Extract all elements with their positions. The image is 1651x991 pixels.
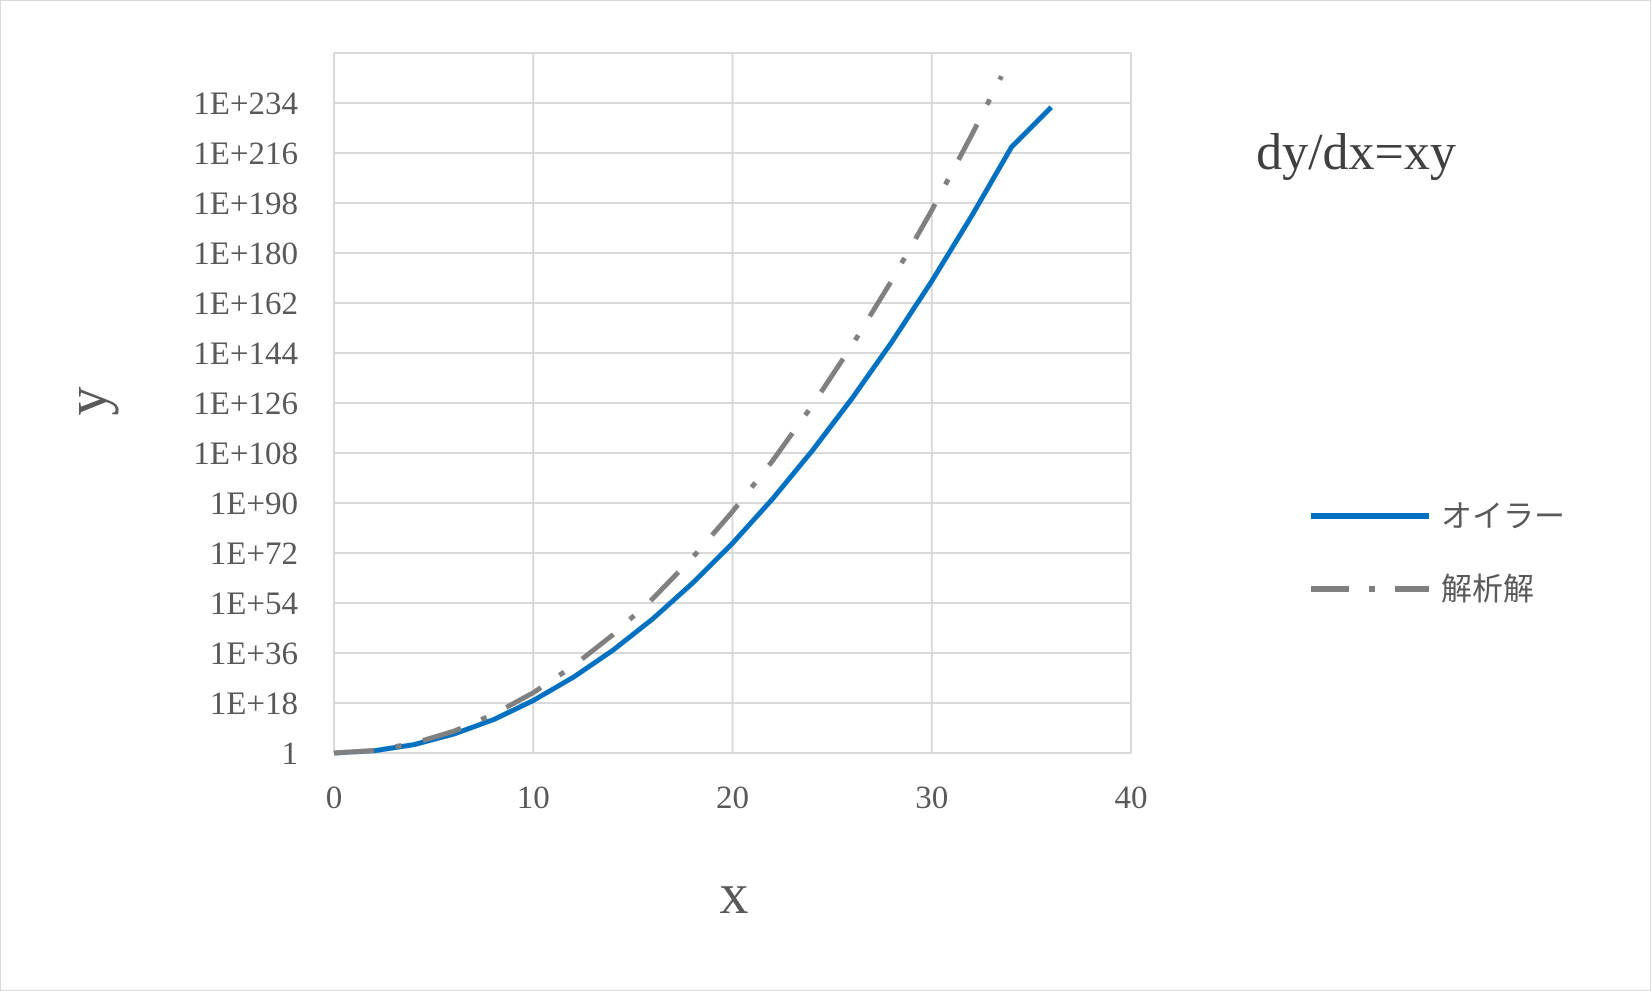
legend-label-2: 解析解 [1441, 572, 1534, 608]
x-tick-label: 10 [517, 780, 550, 816]
y-tick-label: 1E+54 [210, 586, 298, 622]
x-tick-label: 0 [326, 780, 343, 816]
y-tick-label: 1E+162 [193, 286, 298, 322]
y-tick-label: 1E+90 [210, 486, 298, 522]
series-line-1 [333, 105, 1054, 756]
y-tick-label: 1E+72 [210, 536, 298, 572]
y-tick-label: 1E+234 [193, 86, 298, 122]
x-axis-title: x [720, 861, 749, 926]
series-layer [333, 74, 1054, 756]
equation-annotation: dy/dx=xy [1256, 124, 1456, 181]
x-tick-label: 20 [716, 780, 749, 816]
y-axis-title: y [54, 387, 119, 416]
y-tick-label: 1E+180 [193, 236, 298, 272]
y-tick-label: 1E+18 [210, 686, 298, 722]
y-tick-label: 1 [282, 736, 299, 772]
x-tick-label: 30 [915, 780, 948, 816]
y-tick-label: 1E+216 [193, 136, 298, 172]
series-line-2 [333, 74, 1004, 756]
legend-label-1: オイラー [1441, 499, 1565, 535]
y-tick-label: 1E+198 [193, 186, 298, 222]
y-tick-label: 1E+36 [210, 636, 298, 672]
y-tick-label: 1E+126 [193, 386, 298, 422]
y-tick-label: 1E+108 [193, 436, 298, 472]
grid-layer [333, 52, 1132, 754]
y-tick-label: 1E+144 [193, 336, 298, 372]
x-tick-label: 40 [1115, 780, 1148, 816]
tick-layer: 1 1E+18 1E+36 1E+54 1E+72 1E+90 1E+108 1E+126 1E… [193, 86, 1147, 816]
